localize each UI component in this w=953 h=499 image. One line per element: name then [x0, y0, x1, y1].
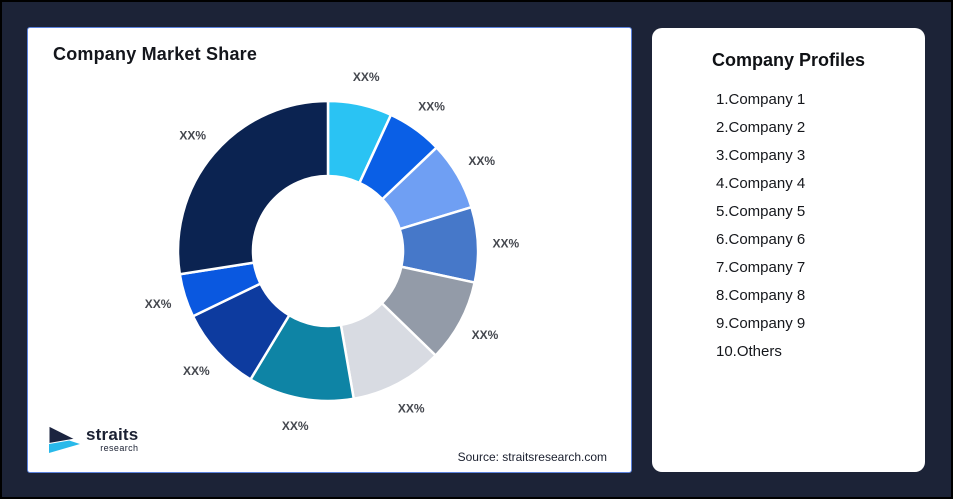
slice-label: XX% [179, 128, 206, 142]
slice-label: XX% [472, 328, 499, 342]
company-profiles-card: Company Profiles 1.Company 1 2.Company 2 3… [652, 28, 925, 472]
company-profile-item: 2.Company 2 [716, 119, 806, 136]
slice-label: XX% [418, 99, 445, 113]
company-profile-item: 10.Others [716, 343, 782, 360]
company-profiles-list: 1.Company 1 2.Company 2 3.Company 3 4.Compa… [716, 86, 925, 366]
slice-label: XX% [468, 154, 495, 168]
market-share-card: XX% XX% XX% XX% XX% XX% XX% XX% XX% XX% Company M… [27, 27, 632, 473]
company-profile-item: 5.Company 5 [716, 203, 806, 220]
profiles-title: Company Profiles [711, 50, 866, 70]
slice-label: XX% [282, 419, 309, 433]
logo-sub-text: research [100, 443, 139, 453]
slice-label: XX% [398, 401, 425, 415]
company-profile-item: 6.Company 6 [716, 231, 806, 248]
company-profile-item: 4.Company 4 [716, 175, 806, 192]
straits-logo-icon [48, 425, 80, 453]
chart-title: Company Market Share [53, 44, 258, 64]
slice-label: XX% [145, 297, 172, 311]
straits-logo: straits research [48, 425, 138, 454]
logo-brand-text: straits [86, 425, 139, 444]
company-profile-item: 9.Company 9 [716, 315, 806, 332]
company-profile-item: 7.Company 7 [716, 259, 806, 276]
company-profile-item: 1.Company 1 [716, 91, 806, 108]
donut-chart: XX% XX% XX% XX% XX% XX% XX% XX% XX% XX% [145, 70, 520, 433]
company-profile-item: 8.Company 8 [716, 287, 806, 304]
company-profile-item: 3.Company 3 [716, 147, 806, 164]
slice-label: XX% [183, 364, 210, 378]
slice-label: XX% [353, 70, 380, 84]
source-note: Source: straitsresearch.com [457, 450, 607, 464]
straits-logo-text: straits research [86, 426, 138, 453]
donut-segment-others [176, 99, 330, 276]
slice-label: XX% [492, 237, 519, 251]
